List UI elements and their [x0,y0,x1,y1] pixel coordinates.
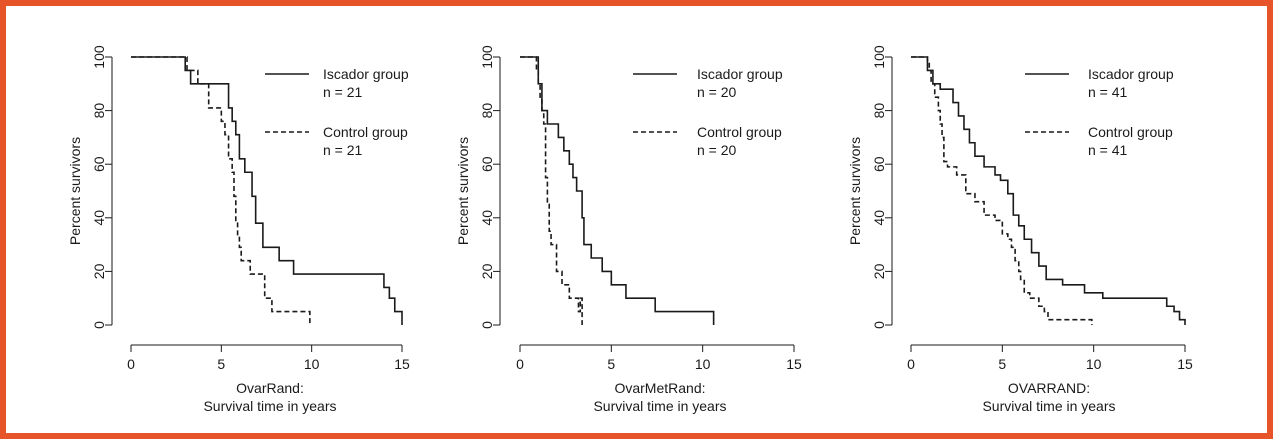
x-tick-label: 10 [304,356,320,372]
x-axis-label-line2: Survival time in years [203,398,336,414]
iscador-group-curve [520,56,715,325]
x-tick-label: 0 [127,356,135,372]
y-tick-label: 20 [871,263,887,279]
x-axis-label-line1: OVARRAND: [1008,380,1090,396]
x-tick-label: 15 [394,356,410,372]
x-tick-label: 5 [607,356,615,372]
y-axis-label: Percent survivors [455,137,471,245]
x-tick-label: 15 [786,356,802,372]
y-tick-label: 60 [91,156,107,172]
control-group-curve [520,56,583,325]
x-tick-label: 10 [1086,356,1102,372]
y-tick-label: 40 [479,210,495,226]
iscador-group-curve [911,56,1186,325]
legend-label: Control group [323,124,408,140]
chart-ovarrand-combined: 0 5 10 15 0 20 40 60 80 100 Percent survivors OVARR… [847,45,1193,414]
x-axis-label-line1: OvarRand: [236,380,304,396]
x-axis-label-line1: OvarMetRand: [614,380,705,396]
chart-ovarrand: 0 5 10 15 0 20 40 60 80 100 Percent survivors OvarR… [67,45,410,414]
control-group-curve [911,56,1093,325]
legend-n-label: n = 20 [697,142,737,158]
x-tick-label: 5 [998,356,1006,372]
legend-n-label: n = 21 [323,84,363,100]
legend-label: Iscador group [323,66,409,82]
legend-n-label: n = 21 [323,142,363,158]
y-tick-label: 100 [479,45,495,69]
control-group-curve [131,56,311,325]
y-tick-label: 60 [871,156,887,172]
x-tick-label: 5 [217,356,225,372]
y-tick-label: 20 [479,263,495,279]
y-tick-label: 100 [871,45,887,69]
y-tick-label: 0 [479,321,495,329]
y-tick-label: 0 [871,321,887,329]
x-tick-label: 0 [907,356,915,372]
legend-label: Control group [697,124,782,140]
y-tick-label: 40 [871,210,887,226]
y-tick-label: 80 [91,103,107,119]
legend-label: Control group [1088,124,1173,140]
legend-n-label: n = 41 [1088,84,1128,100]
x-axis-label-line2: Survival time in years [593,398,726,414]
y-tick-label: 40 [91,210,107,226]
y-tick-label: 60 [479,156,495,172]
y-tick-label: 80 [479,103,495,119]
y-tick-label: 20 [91,263,107,279]
x-tick-label: 10 [695,356,711,372]
x-axis-label-line2: Survival time in years [982,398,1115,414]
y-axis-label: Percent survivors [67,137,83,245]
legend-label: Iscador group [1088,66,1174,82]
y-tick-label: 100 [91,45,107,69]
legend-n-label: n = 20 [697,84,737,100]
y-axis-label: Percent survivors [847,137,863,245]
legend-label: Iscador group [697,66,783,82]
x-tick-label: 0 [516,356,524,372]
chart-ovarmetrand: 0 5 10 15 0 20 40 60 80 100 Percent survivors OvarM… [455,45,802,414]
x-tick-label: 15 [1177,356,1193,372]
legend-n-label: n = 41 [1088,142,1128,158]
y-tick-label: 80 [871,103,887,119]
y-tick-label: 0 [91,321,107,329]
iscador-group-curve [131,56,403,325]
